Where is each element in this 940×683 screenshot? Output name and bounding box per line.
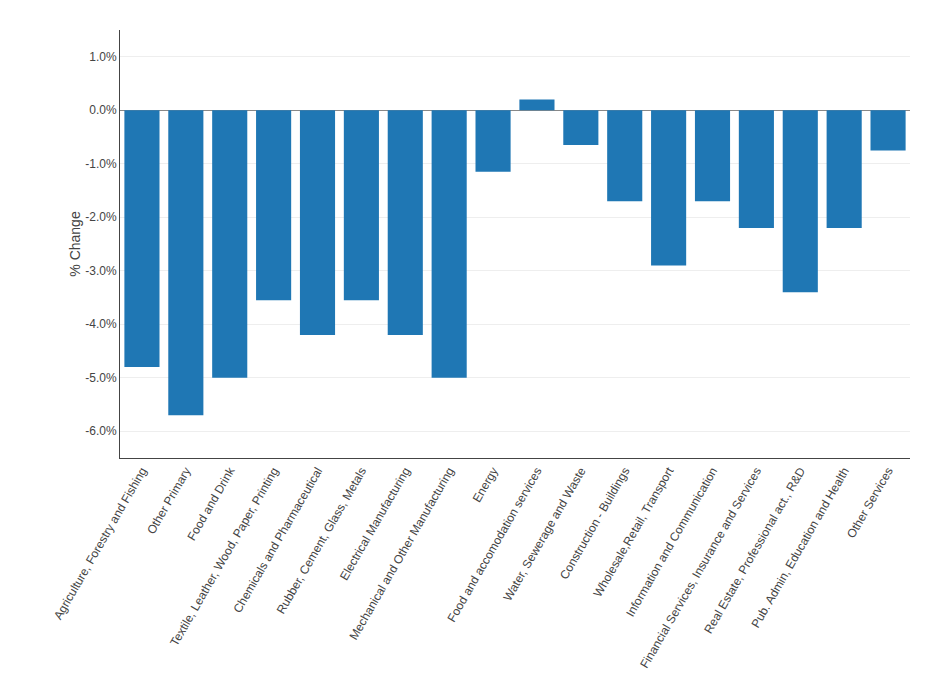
svg-text:Wholesale,Retail, Transport: Wholesale,Retail, Transport [591,464,677,599]
svg-text:-3.0%: -3.0% [85,264,117,278]
svg-text:1.0%: 1.0% [89,50,117,64]
svg-text:Real Estate, Professional act.: Real Estate, Professional act., R&D [701,465,808,636]
svg-text:Electrical Manufacturing: Electrical Manufacturing [337,465,413,583]
svg-text:Other Services: Other Services [844,465,896,541]
svg-text:Food and Drink: Food and Drink [184,464,238,543]
svg-text:-6.0%: -6.0% [85,424,117,438]
svg-text:Rubber, Cement, Glass, Metals: Rubber, Cement, Glass, Metals [274,465,369,616]
svg-text:0.0%: 0.0% [89,103,117,117]
svg-text:Water, Sewerage and Waste: Water, Sewerage and Waste [501,465,589,604]
svg-text:Agriculture, Forestry and Fish: Agriculture, Forestry and Fishing [51,465,150,622]
svg-text:Other Primary: Other Primary [144,465,193,537]
svg-text:-5.0%: -5.0% [85,371,117,385]
svg-text:Food and accomodation services: Food and accomodation services [445,465,545,625]
svg-text:Chemicals and Pharmaceutical: Chemicals and Pharmaceutical [230,465,325,615]
svg-text:Pub. Admin, Education and Heal: Pub. Admin, Education and Health [748,465,852,630]
svg-text:Textile, Leather, Wood, Paper,: Textile, Leather, Wood, Paper, Printing [167,465,281,649]
svg-text:Information and Communication: Information and Communication [623,465,720,619]
svg-text:Financial Services, Insurance: Financial Services, Insurance and Servic… [637,465,764,671]
svg-text:Construction - Buildings: Construction - Buildings [557,465,632,582]
svg-text:Mechanical and Other Manufactu: Mechanical and Other Manufacturing [346,465,457,642]
svg-text:-4.0%: -4.0% [85,317,117,331]
svg-text:-2.0%: -2.0% [85,210,117,224]
svg-text:% Change: % Change [67,211,83,277]
svg-text:-1.0%: -1.0% [85,157,117,171]
svg-text:Energy: Energy [470,465,501,505]
